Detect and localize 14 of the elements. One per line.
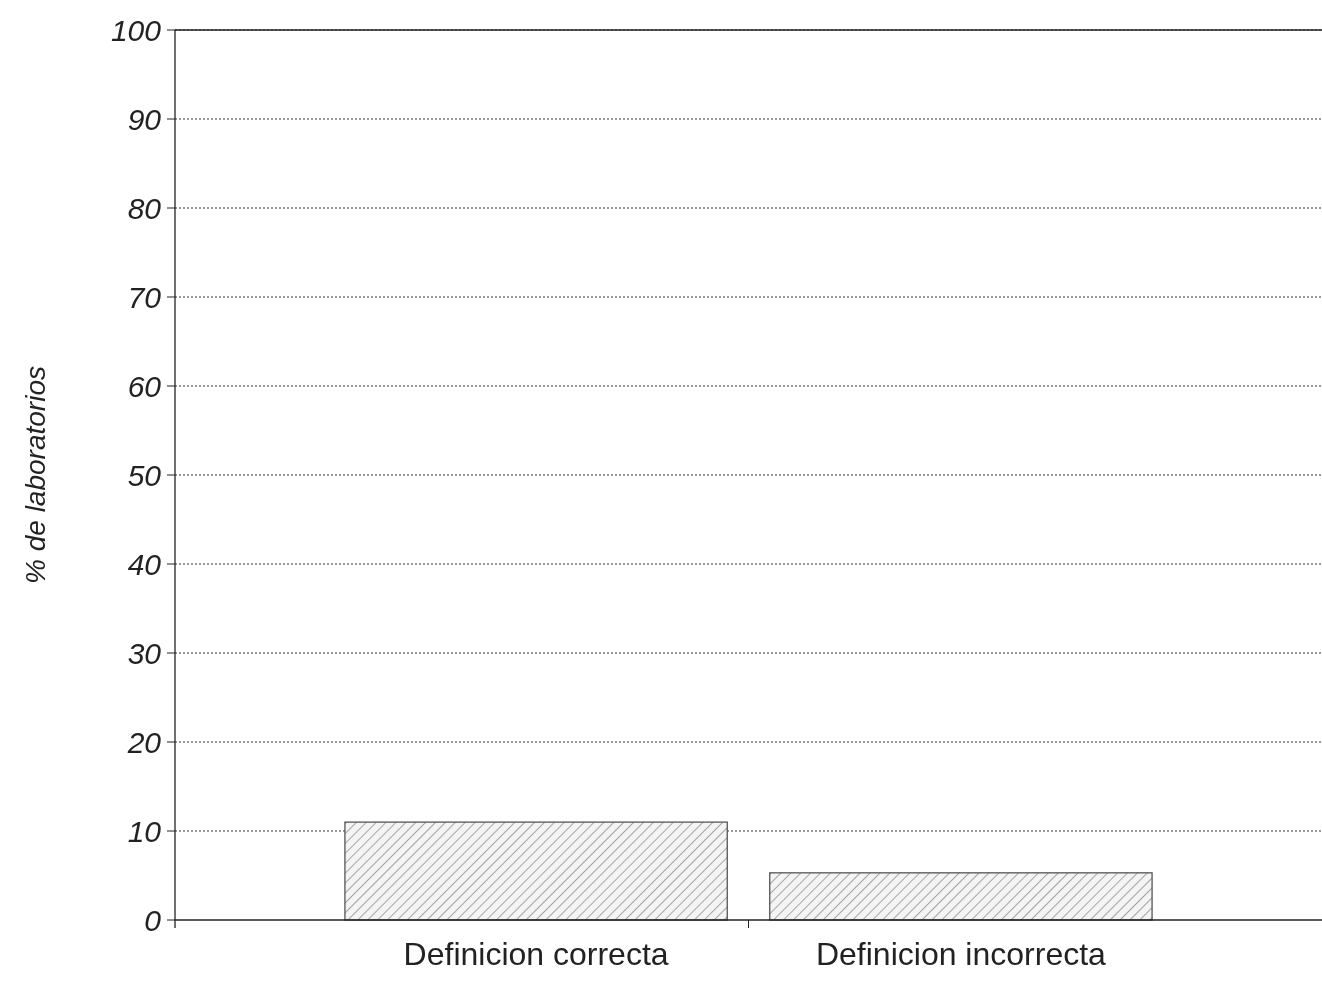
y-tick-label: 40 xyxy=(127,547,162,581)
y-tick-label: 10 xyxy=(127,814,162,848)
y-tick-label: 80 xyxy=(127,191,162,225)
y-tick-label: 100 xyxy=(110,13,162,47)
y-tick-label: 70 xyxy=(127,280,162,314)
y-tick-label: 20 xyxy=(126,725,162,759)
y-tick-label: 60 xyxy=(127,369,162,403)
y-tick-label: 90 xyxy=(127,102,162,136)
y-tick-label: 30 xyxy=(127,636,162,670)
x-tick-label: Definicion incorrecta xyxy=(815,936,1107,972)
y-tick-label: 0 xyxy=(144,903,162,937)
y-axis-title: % de laboratorios xyxy=(20,366,51,584)
y-tick-label: 50 xyxy=(127,458,162,492)
x-tick-label: Definicion correcta xyxy=(403,936,669,972)
